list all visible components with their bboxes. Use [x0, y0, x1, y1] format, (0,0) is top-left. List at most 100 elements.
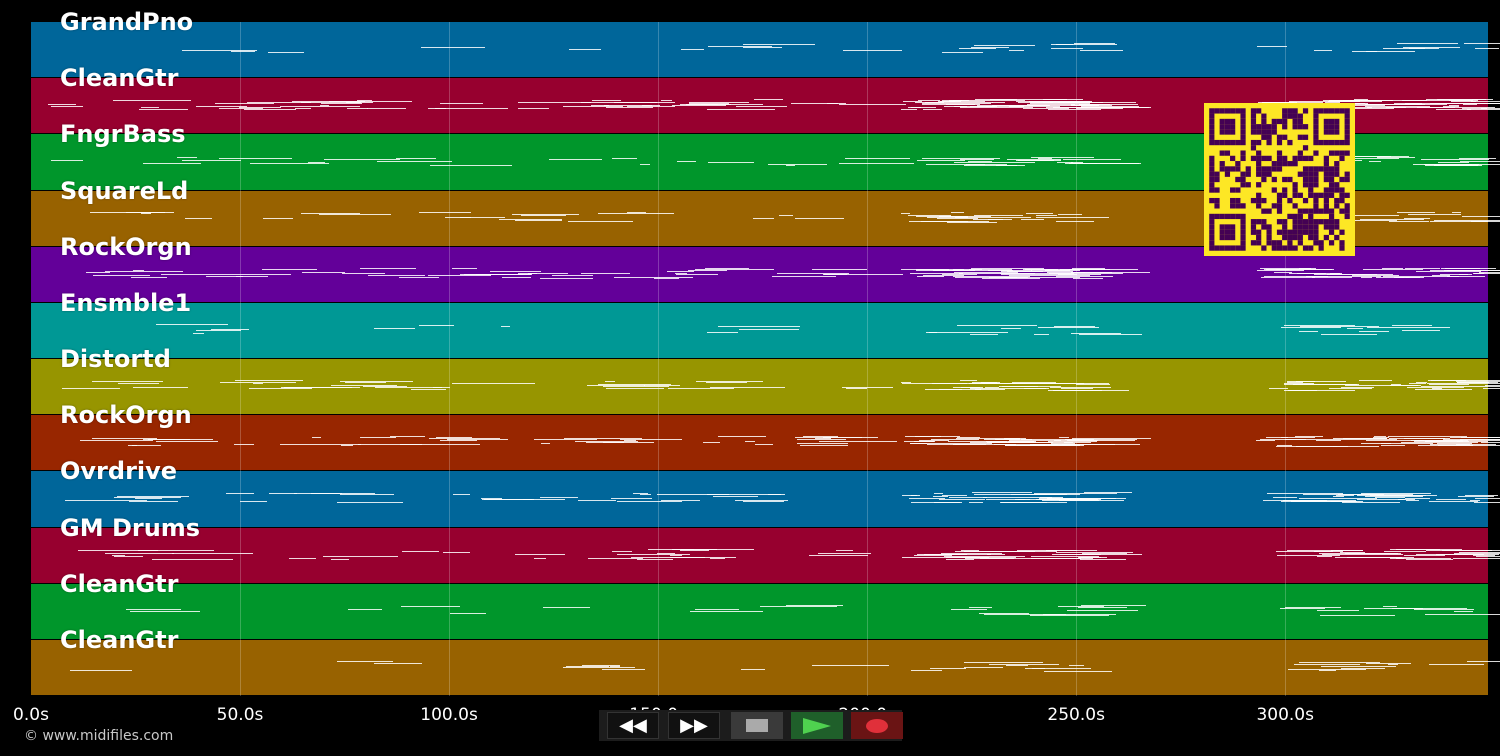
- play-button[interactable]: [791, 712, 843, 739]
- rewind-button[interactable]: ◀◀: [607, 712, 659, 739]
- record-button[interactable]: [851, 712, 903, 739]
- note-mark: [960, 550, 980, 551]
- note-mark: [1454, 553, 1500, 554]
- time-gridline: [1076, 22, 1078, 696]
- note-mark: [514, 554, 566, 556]
- note-mark: [969, 382, 1047, 384]
- track-lane[interactable]: Ovrdrive: [31, 457, 1500, 527]
- note-mark: [1004, 383, 1085, 385]
- time-tick-label: 100.0s: [420, 705, 478, 725]
- note-mark: [1029, 614, 1110, 616]
- note-mark: [1294, 664, 1361, 666]
- track-lane[interactable]: Distortd: [31, 345, 1500, 414]
- note-mark: [1480, 441, 1500, 443]
- track-lane[interactable]: RockOrgn: [31, 401, 1500, 470]
- note-mark: [374, 387, 451, 389]
- note-mark: [540, 277, 593, 279]
- note-mark: [112, 99, 192, 101]
- note-mark: [957, 436, 980, 438]
- track-lane[interactable]: CleanGtr: [31, 570, 1500, 639]
- note-mark: [568, 220, 633, 222]
- note-mark: [668, 387, 735, 389]
- note-mark: [603, 386, 669, 388]
- note-mark: [1049, 387, 1111, 388]
- note-mark: [951, 609, 987, 611]
- note-mark: [1046, 107, 1110, 109]
- note-mark: [1031, 557, 1082, 559]
- note-mark: [972, 382, 1001, 384]
- note-mark: [580, 101, 657, 103]
- note-mark: [551, 274, 593, 276]
- note-mark: [1455, 549, 1500, 551]
- note-mark: [1352, 99, 1427, 101]
- note-mark: [695, 380, 763, 382]
- note-mark: [913, 554, 952, 556]
- track-name: RockOrgn: [60, 233, 192, 261]
- note-mark: [1437, 445, 1500, 447]
- note-mark: [776, 272, 849, 274]
- note-mark: [1359, 218, 1425, 220]
- note-mark: [909, 443, 927, 445]
- note-mark: [429, 437, 501, 439]
- note-mark: [690, 611, 764, 613]
- note-mark: [419, 325, 455, 327]
- note-mark: [1078, 333, 1143, 335]
- note-mark: [744, 440, 756, 442]
- note-mark: [421, 46, 485, 48]
- stop-button[interactable]: [731, 712, 783, 739]
- note-mark: [348, 608, 382, 610]
- track-lane[interactable]: RockOrgn: [31, 233, 1500, 302]
- note-mark: [1266, 493, 1343, 495]
- track-lane[interactable]: CleanGtr: [31, 626, 1500, 695]
- track-lane[interactable]: GM Drums: [31, 514, 1500, 583]
- note-mark: [1404, 103, 1451, 105]
- note-mark: [964, 557, 1015, 559]
- note-mark: [1032, 667, 1045, 669]
- note-mark: [1280, 437, 1315, 439]
- note-mark: [1396, 43, 1458, 45]
- note-mark: [1008, 49, 1025, 51]
- note-mark: [1320, 614, 1395, 616]
- note-mark: [1259, 439, 1307, 441]
- note-mark: [944, 553, 991, 555]
- track-lane[interactable]: Ensmble1: [31, 289, 1488, 358]
- note-mark: [543, 607, 590, 609]
- note-mark: [459, 217, 471, 219]
- fast-forward-button[interactable]: ▶▶: [668, 712, 720, 739]
- note-mark: [938, 388, 981, 390]
- note-mark: [993, 550, 1058, 552]
- track-name: FngrBass: [60, 120, 186, 148]
- note-mark: [1346, 556, 1415, 558]
- note-mark: [734, 500, 788, 502]
- note-mark: [440, 439, 478, 441]
- note-mark: [948, 100, 961, 102]
- note-mark: [356, 100, 373, 102]
- note-mark: [1407, 213, 1461, 215]
- note-mark: [1277, 444, 1292, 446]
- note-mark: [1047, 389, 1085, 391]
- note-mark: [984, 613, 1067, 615]
- note-mark: [1064, 442, 1091, 444]
- note-mark: [1025, 212, 1053, 214]
- note-mark: [586, 441, 654, 443]
- note-mark: [1321, 554, 1404, 556]
- note-mark: [604, 104, 660, 106]
- note-mark: [705, 268, 749, 270]
- note-mark: [956, 437, 1021, 439]
- note-mark: [785, 164, 796, 166]
- note-mark: [992, 104, 1049, 106]
- note-mark: [429, 164, 513, 166]
- note-mark: [796, 442, 848, 444]
- note-mark: [925, 102, 994, 104]
- note-mark: [1457, 382, 1489, 384]
- note-mark: [439, 102, 484, 104]
- track-name: CleanGtr: [60, 570, 179, 598]
- note-mark: [1357, 498, 1406, 500]
- note-mark: [117, 382, 160, 384]
- note-mark: [1458, 496, 1495, 498]
- note-mark: [1459, 438, 1500, 440]
- track-lane[interactable]: GrandPno: [31, 8, 1500, 77]
- note-mark: [1285, 607, 1341, 609]
- note-mark: [1340, 158, 1399, 160]
- note-mark: [582, 664, 621, 666]
